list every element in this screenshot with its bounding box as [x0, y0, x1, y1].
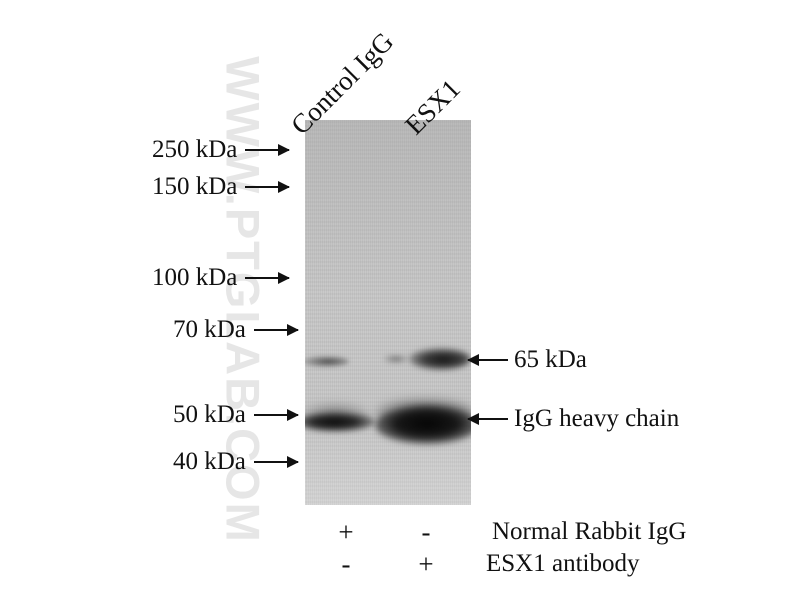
ladder-marker-70: 70 kDa: [173, 316, 299, 343]
ladder-label: 50 kDa: [173, 401, 246, 428]
annotation-label: IgG heavy chain: [514, 405, 680, 432]
ladder-label: 40 kDa: [173, 448, 246, 475]
annotation-igg-heavy-chain: IgG heavy chain: [467, 405, 680, 432]
arrow-right-icon: [245, 272, 291, 284]
annotation-label: 65 kDa: [514, 346, 587, 373]
legend-symbol-row1-lane2: -: [421, 517, 431, 547]
ladder-label: 150 kDa: [152, 173, 238, 200]
ladder-marker-100: 100 kDa: [152, 264, 291, 291]
legend-symbol-row2-lane1: -: [341, 549, 351, 579]
ladder-marker-50: 50 kDa: [173, 401, 299, 428]
arrow-left-icon: [467, 413, 508, 425]
arrow-left-icon: [467, 354, 508, 366]
band-esx1-heavy-chain: [375, 406, 471, 444]
annotation-65kda: 65 kDa: [467, 346, 587, 373]
ladder-label: 250 kDa: [152, 136, 238, 163]
legend-symbol-row2-lane2: +: [418, 549, 434, 579]
arrow-right-icon: [245, 181, 291, 193]
legend-label-esx1-antibody: ESX1 antibody: [486, 550, 640, 577]
ladder-label: 70 kDa: [173, 316, 246, 343]
arrow-right-icon: [253, 409, 299, 421]
band-control-igg-heavy-chain: [305, 412, 375, 432]
ladder-marker-40: 40 kDa: [173, 448, 299, 475]
arrow-right-icon: [253, 324, 299, 336]
ladder-label: 100 kDa: [152, 264, 238, 291]
blot-membrane: [305, 120, 471, 505]
ladder-marker-150: 150 kDa: [152, 173, 291, 200]
band-esx1-65kda-satellite: [383, 354, 409, 364]
ladder-marker-250: 250 kDa: [152, 136, 291, 163]
band-control-igg-65kda: [305, 356, 349, 367]
legend-symbol-row1-lane1: +: [338, 517, 354, 547]
legend-label-normal-rabbit-igg: Normal Rabbit IgG: [492, 518, 687, 545]
arrow-right-icon: [245, 144, 291, 156]
band-esx1-65kda: [409, 348, 471, 370]
membrane-top-shading: [305, 120, 471, 298]
arrow-right-icon: [253, 456, 299, 468]
